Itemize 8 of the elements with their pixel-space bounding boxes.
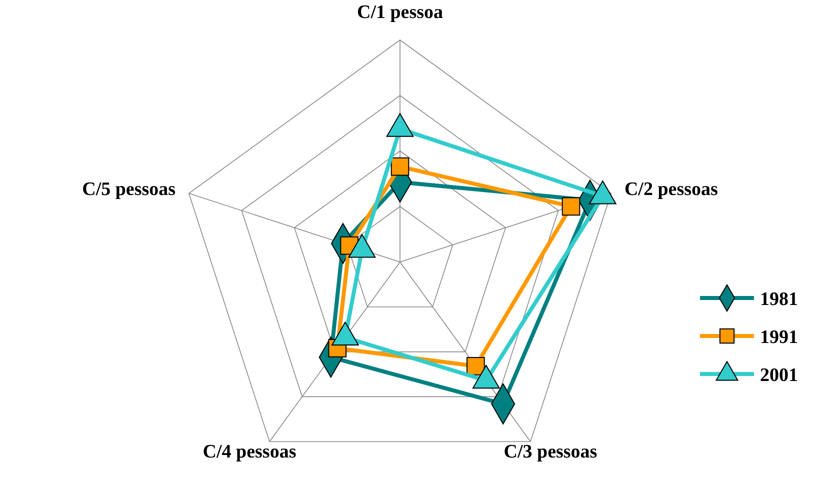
spoke-label: C/3 pessoas bbox=[504, 442, 598, 463]
legend-label: 1991 bbox=[760, 327, 798, 348]
spoke-label: C/2 pessoas bbox=[624, 179, 718, 200]
spoke-label: C/4 pessoas bbox=[202, 442, 296, 463]
legend-label: 2001 bbox=[760, 365, 798, 386]
spoke-label: C/1 pessoa bbox=[356, 2, 444, 23]
spoke-label: C/5 pessoas bbox=[82, 179, 176, 200]
legend-label: 1981 bbox=[760, 289, 798, 310]
